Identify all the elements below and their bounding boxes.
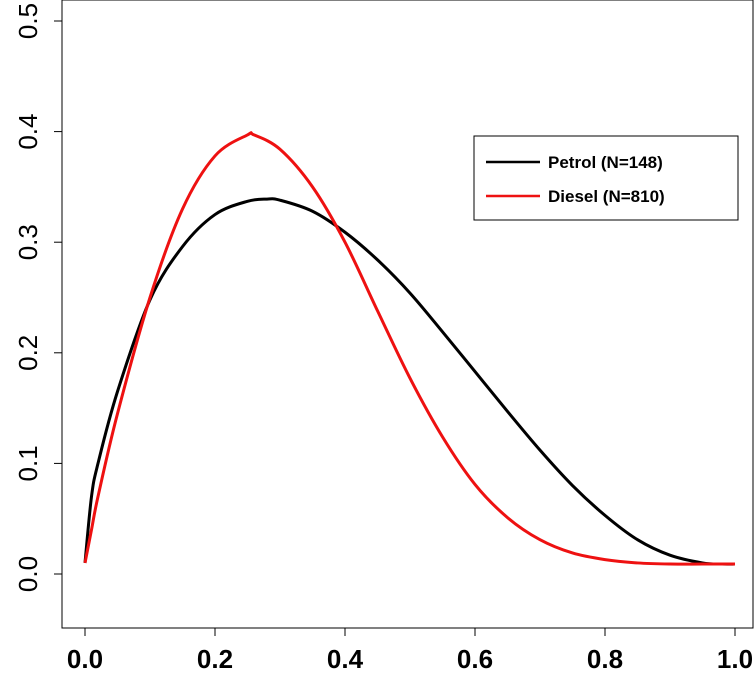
x-tick-label: 0.4 xyxy=(327,644,364,674)
series-lines xyxy=(83,131,736,566)
y-tick-label: 0.2 xyxy=(13,335,43,371)
legend-box xyxy=(473,135,739,221)
legend: Petrol (N=148) Diesel (N=810) xyxy=(473,135,739,221)
y-tick-label: 0.0 xyxy=(13,556,43,592)
x-tick-label: 0.0 xyxy=(67,644,103,674)
legend-label-diesel: Diesel (N=810) xyxy=(548,187,665,206)
y-tick-label: 0.3 xyxy=(13,224,43,260)
plot-frame xyxy=(61,0,754,629)
x-tick-label: 0.8 xyxy=(587,644,623,674)
y-tick-label: 0.1 xyxy=(13,445,43,481)
x-tick-label: 1.0 xyxy=(717,644,753,674)
x-tick-label: 0.2 xyxy=(197,644,233,674)
x-axis: 0.0 0.2 0.4 0.6 0.8 1.0 xyxy=(67,627,753,674)
y-tick-label: 0.5 xyxy=(13,3,43,39)
x-tick-label: 0.6 xyxy=(457,644,493,674)
legend-label-petrol: Petrol (N=148) xyxy=(548,153,663,172)
y-tick-label: 0.4 xyxy=(13,114,43,150)
series-line-diesel xyxy=(83,131,735,566)
y-axis: 0.0 0.1 0.2 0.3 0.4 0.5 xyxy=(13,3,63,592)
